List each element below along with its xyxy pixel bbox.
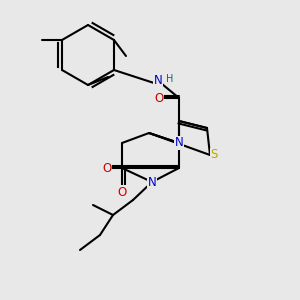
Text: N: N: [148, 176, 156, 188]
Text: H: H: [166, 74, 173, 84]
Text: O: O: [117, 185, 127, 199]
Text: N: N: [154, 74, 162, 86]
Text: O: O: [154, 92, 164, 104]
Text: O: O: [102, 161, 112, 175]
Text: S: S: [210, 148, 218, 161]
Text: N: N: [175, 136, 183, 149]
